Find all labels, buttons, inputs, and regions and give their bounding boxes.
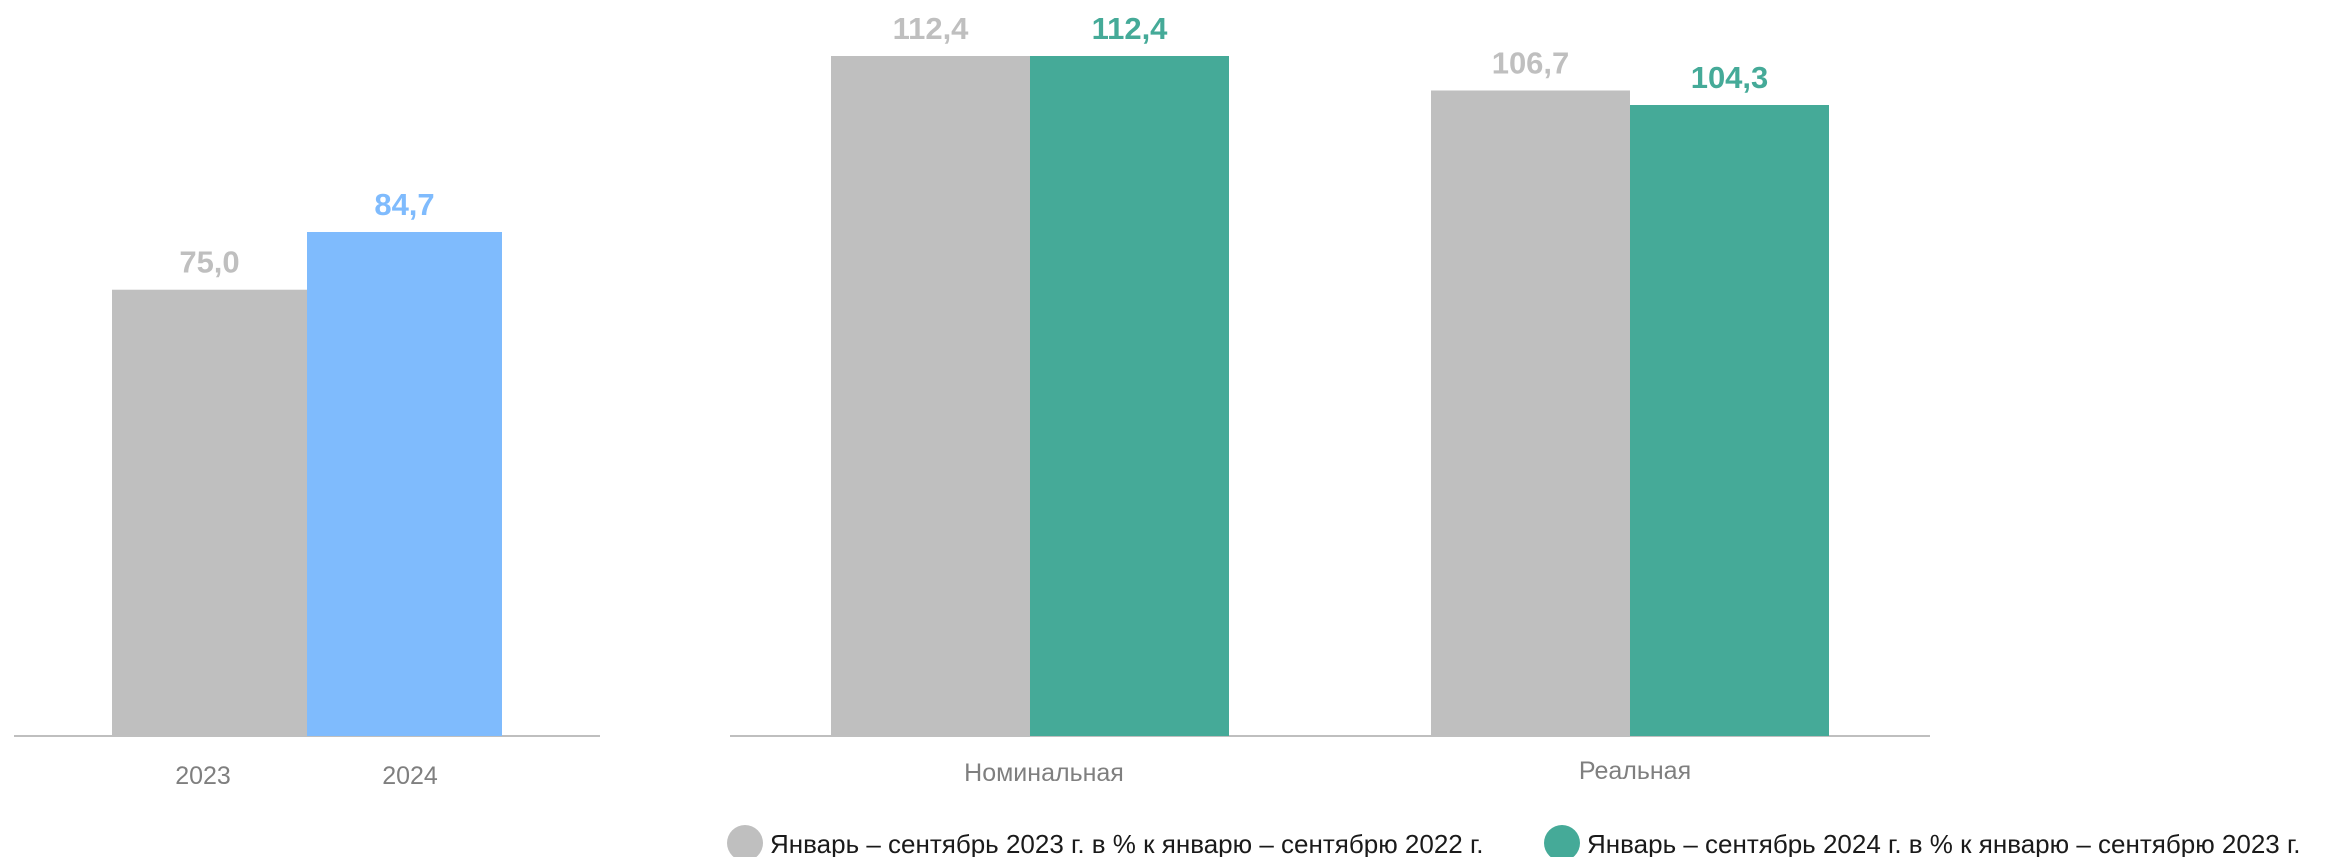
right-bar-value-label-nominal-series-2: 112,4 [1092, 11, 1169, 46]
legend-marker-series-2023 [727, 825, 763, 861]
right-bar-real-series-2 [1630, 105, 1829, 737]
legend-label-series-2024: Январь – сентябрь 2024 г. в % к январю –… [1587, 829, 2301, 857]
right-bar-value-label-real-series-1: 106,7 [1492, 45, 1570, 80]
right-bar-value-label-nominal-series-1: 112,4 [893, 11, 970, 46]
left-x-tick-label-2023: 2023 [175, 762, 231, 790]
left-bar-value-label-2024: 84,7 [374, 187, 434, 222]
right-bar-nominal-series-1 [831, 56, 1030, 736]
right-bar-nominal-series-2 [1030, 56, 1229, 736]
legend-label-series-2023: Январь – сентябрь 2023 г. в % к январю –… [770, 829, 1484, 857]
right-bar-real-series-1 [1431, 90, 1630, 736]
right-x-tick-label-real: Реальная [1579, 757, 1691, 785]
legend: Январь – сентябрь 2023 г. в % к январю –… [727, 825, 2301, 861]
left-bar-2023 [112, 289, 307, 736]
left-x-tick-label-2024: 2024 [382, 762, 438, 790]
legend-marker-series-2024 [1544, 825, 1580, 861]
left-bar-2024 [307, 232, 502, 736]
left-bar-value-label-2023: 75,0 [179, 245, 239, 280]
right-x-tick-label-nominal: Номинальная [964, 759, 1124, 787]
right-bar-value-label-real-series-2: 104,3 [1691, 60, 1769, 95]
